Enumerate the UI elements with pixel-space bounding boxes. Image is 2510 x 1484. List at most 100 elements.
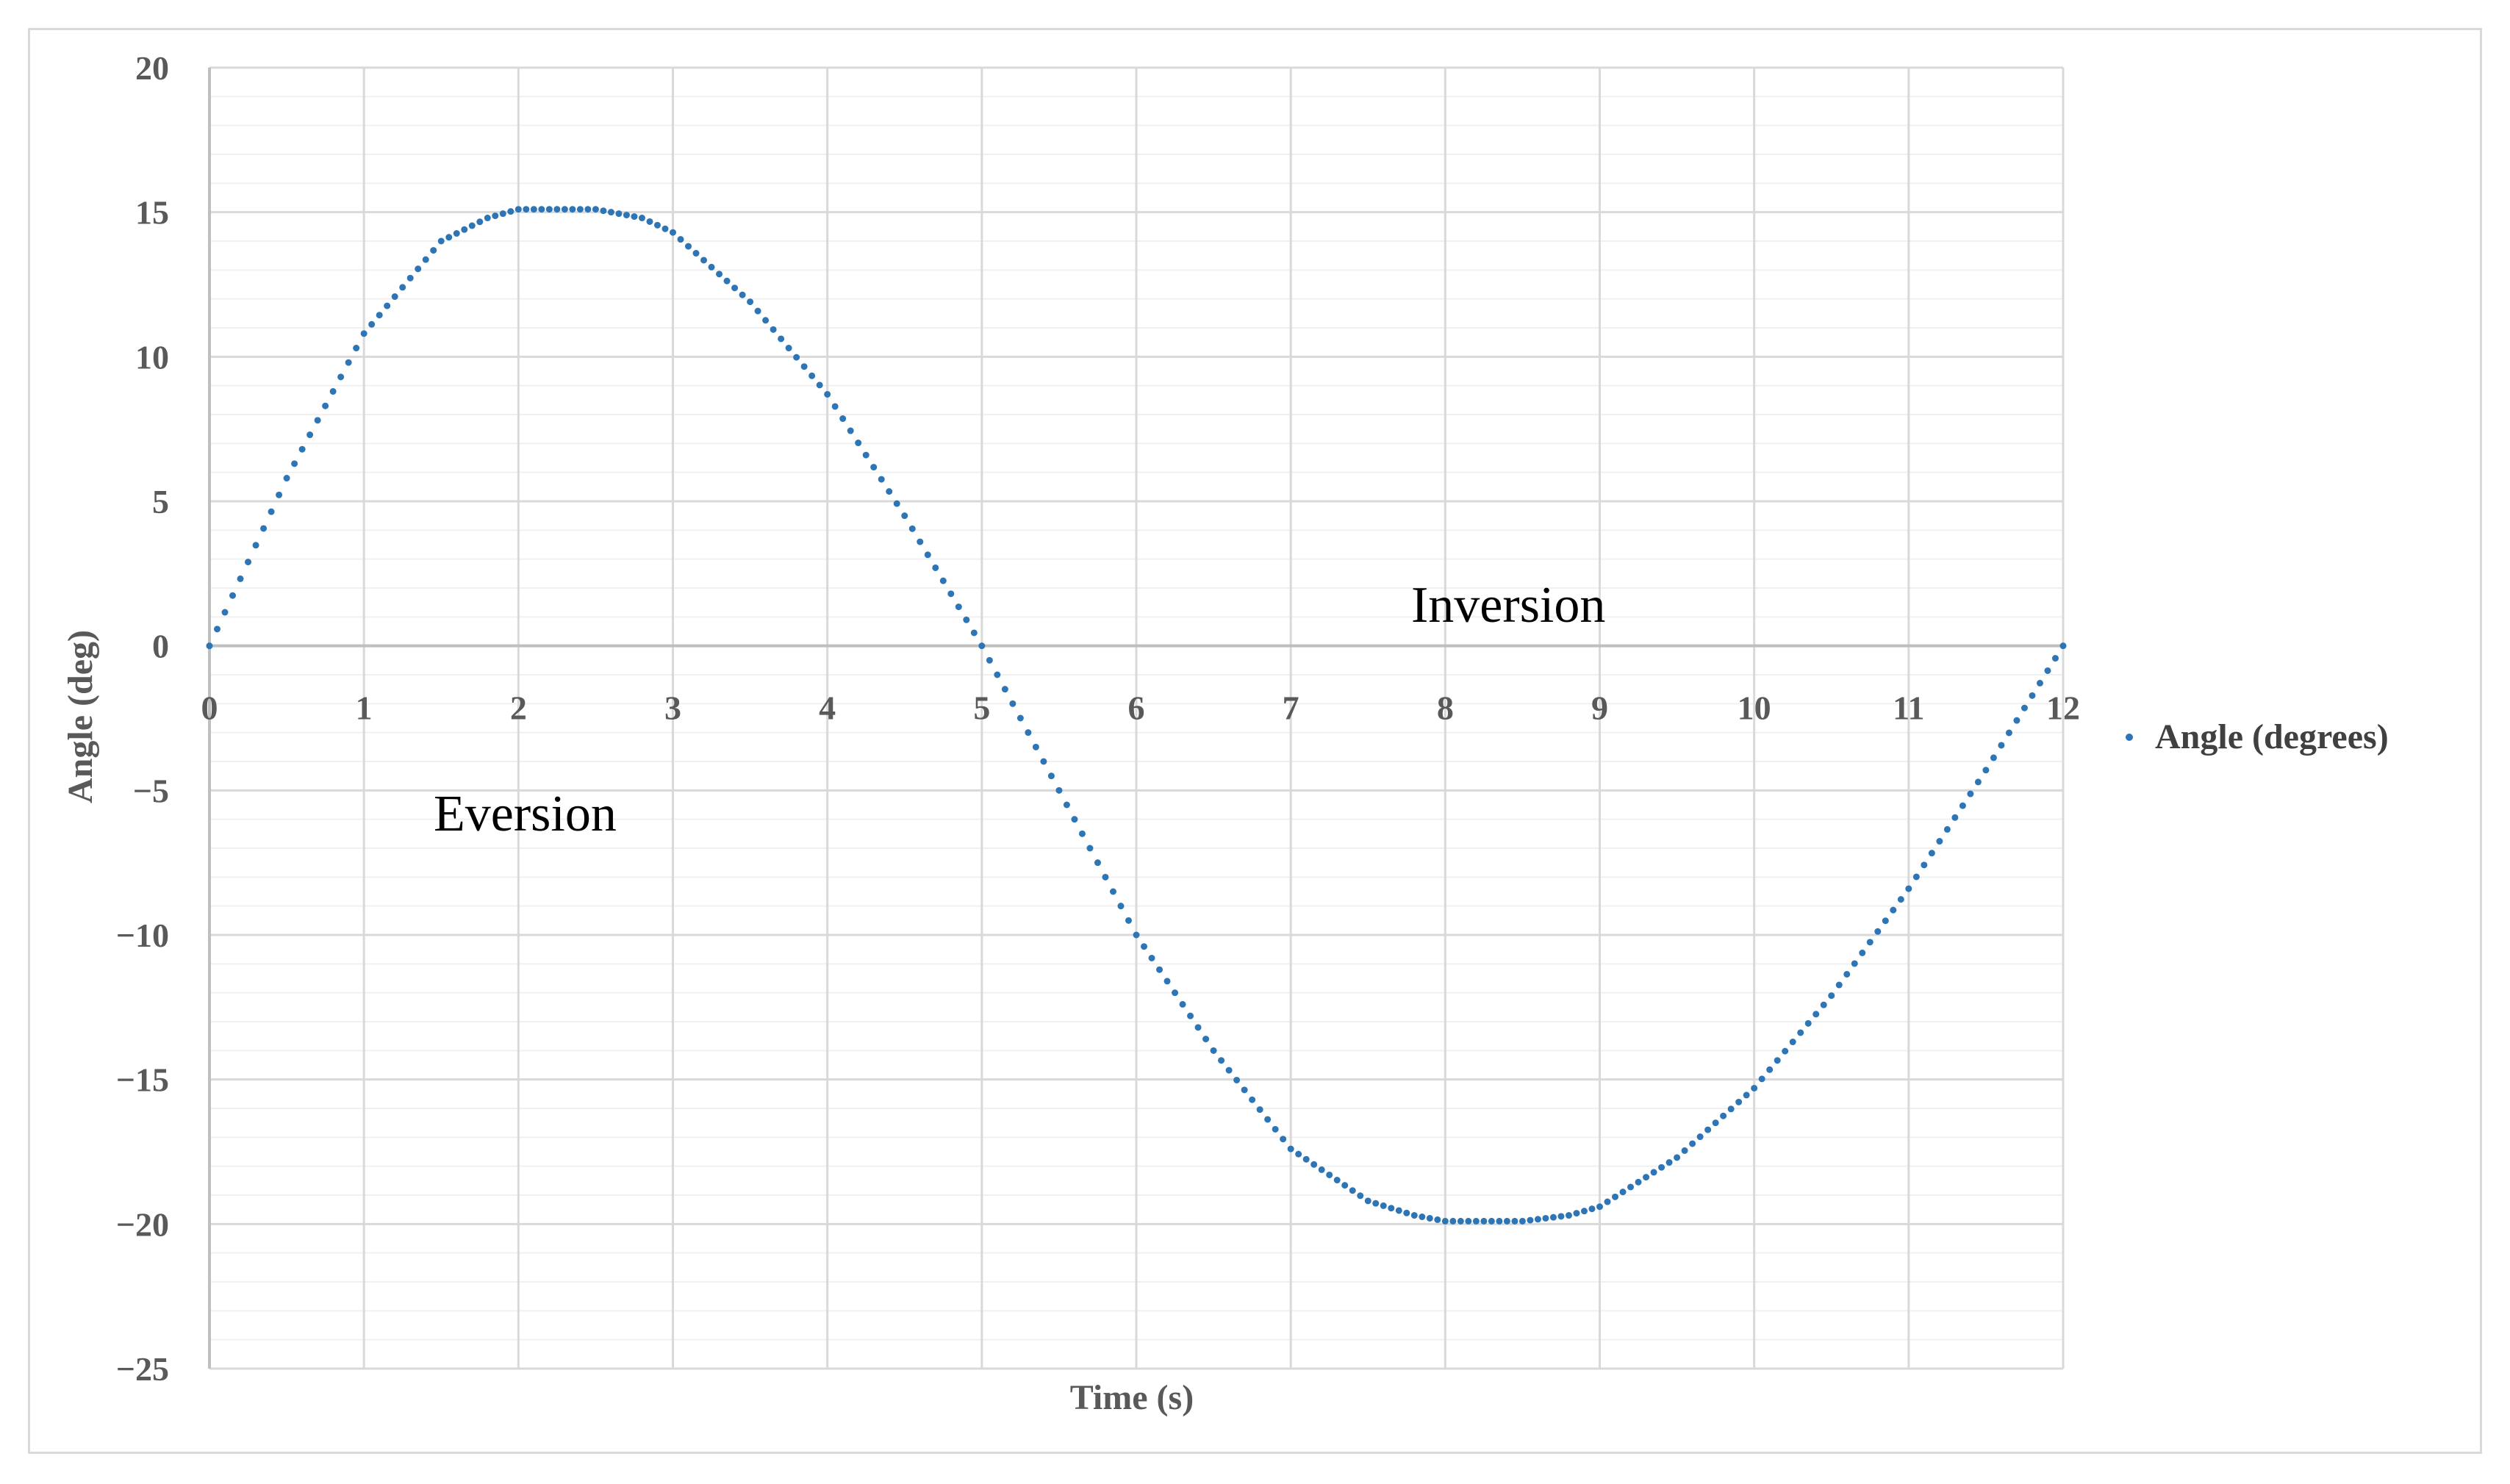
data-point	[1627, 1183, 1635, 1191]
data-point	[1249, 1096, 1256, 1103]
data-point	[1109, 888, 1116, 895]
data-point	[221, 609, 229, 616]
data-point	[1210, 1047, 1217, 1054]
data-point	[932, 564, 939, 571]
data-point	[1619, 1189, 1627, 1196]
data-point	[2059, 642, 2067, 650]
data-point	[306, 431, 314, 439]
data-point	[600, 207, 607, 215]
data-point	[2013, 717, 2020, 724]
data-point	[1364, 1197, 1371, 1205]
y-tick-label: −10	[116, 917, 169, 954]
data-point	[670, 229, 676, 236]
data-point	[2020, 704, 2028, 711]
data-point	[1967, 790, 1974, 797]
data-point	[329, 388, 337, 395]
data-point	[1264, 1116, 1272, 1123]
data-point	[723, 277, 731, 284]
data-point	[1318, 1166, 1325, 1173]
data-point	[484, 215, 491, 222]
data-point	[1689, 1140, 1696, 1147]
data-point	[1866, 939, 1873, 946]
data-point	[268, 508, 275, 515]
data-point	[1565, 1212, 1572, 1219]
data-point	[1349, 1187, 1356, 1194]
data-point	[1534, 1216, 1541, 1223]
data-point	[1797, 1029, 1804, 1036]
data-point	[576, 206, 584, 213]
data-point	[847, 427, 854, 434]
data-point	[1372, 1200, 1380, 1207]
data-point	[2044, 667, 2051, 674]
data-point	[716, 270, 723, 278]
data-point	[399, 284, 406, 291]
data-point	[1225, 1067, 1233, 1074]
data-point	[499, 210, 506, 218]
data-point	[1766, 1066, 1774, 1073]
data-point	[430, 247, 437, 254]
data-points	[206, 206, 2067, 1225]
data-point	[1928, 850, 1935, 857]
data-point	[1410, 1212, 1418, 1219]
data-point	[2036, 679, 2043, 687]
data-point	[1758, 1075, 1765, 1083]
data-point	[1511, 1217, 1518, 1225]
data-point	[855, 440, 862, 447]
data-point	[816, 381, 823, 389]
data-point	[901, 512, 908, 520]
data-point	[1735, 1098, 1743, 1105]
x-tick-label: 7	[1283, 689, 1299, 727]
axes	[208, 68, 2063, 1369]
data-point	[831, 403, 839, 410]
data-point	[1936, 838, 1943, 845]
x-tick-label: 0	[201, 689, 218, 727]
data-point	[1302, 1155, 1310, 1163]
data-point	[1580, 1208, 1588, 1215]
data-point	[1241, 1086, 1248, 1094]
data-point	[492, 212, 499, 220]
data-point	[1388, 1205, 1395, 1212]
legend-marker	[2126, 734, 2133, 741]
data-point	[314, 417, 321, 424]
data-point	[1179, 1000, 1186, 1008]
data-point	[1774, 1057, 1781, 1064]
data-point	[1016, 714, 1024, 722]
data-point	[1859, 949, 1866, 956]
data-point	[1202, 1036, 1210, 1043]
data-point	[391, 293, 398, 301]
data-point	[214, 625, 221, 633]
data-point	[955, 603, 962, 611]
data-point	[229, 592, 237, 599]
data-point	[1751, 1084, 1758, 1092]
x-tick-label: 6	[1128, 689, 1145, 727]
y-tick-label: −5	[133, 772, 169, 809]
data-point	[1712, 1119, 1719, 1127]
x-tick-label: 2	[510, 689, 527, 727]
data-point	[1897, 896, 1904, 903]
data-point	[939, 577, 947, 584]
data-point	[322, 402, 329, 409]
data-point	[1256, 1106, 1263, 1114]
data-point	[963, 616, 970, 623]
data-point	[1951, 814, 1959, 821]
data-point	[1596, 1203, 1603, 1211]
data-point	[1333, 1177, 1341, 1184]
data-point	[1040, 758, 1047, 765]
x-axis-title: Time (s)	[1070, 1378, 1194, 1417]
data-point	[607, 209, 614, 216]
data-point	[708, 263, 715, 270]
data-point	[1812, 1011, 1820, 1018]
data-point	[1465, 1217, 1472, 1225]
data-point	[1905, 885, 1912, 892]
data-point	[1272, 1125, 1279, 1133]
data-point	[685, 243, 692, 250]
data-point	[1921, 861, 1928, 869]
data-point	[1194, 1024, 1202, 1031]
data-point	[1403, 1209, 1410, 1216]
data-point	[252, 542, 259, 549]
data-point	[1696, 1133, 1704, 1141]
data-point	[994, 671, 1001, 678]
data-point	[1310, 1161, 1318, 1168]
x-tick-label: 8	[1437, 689, 1454, 727]
data-point	[677, 236, 684, 243]
